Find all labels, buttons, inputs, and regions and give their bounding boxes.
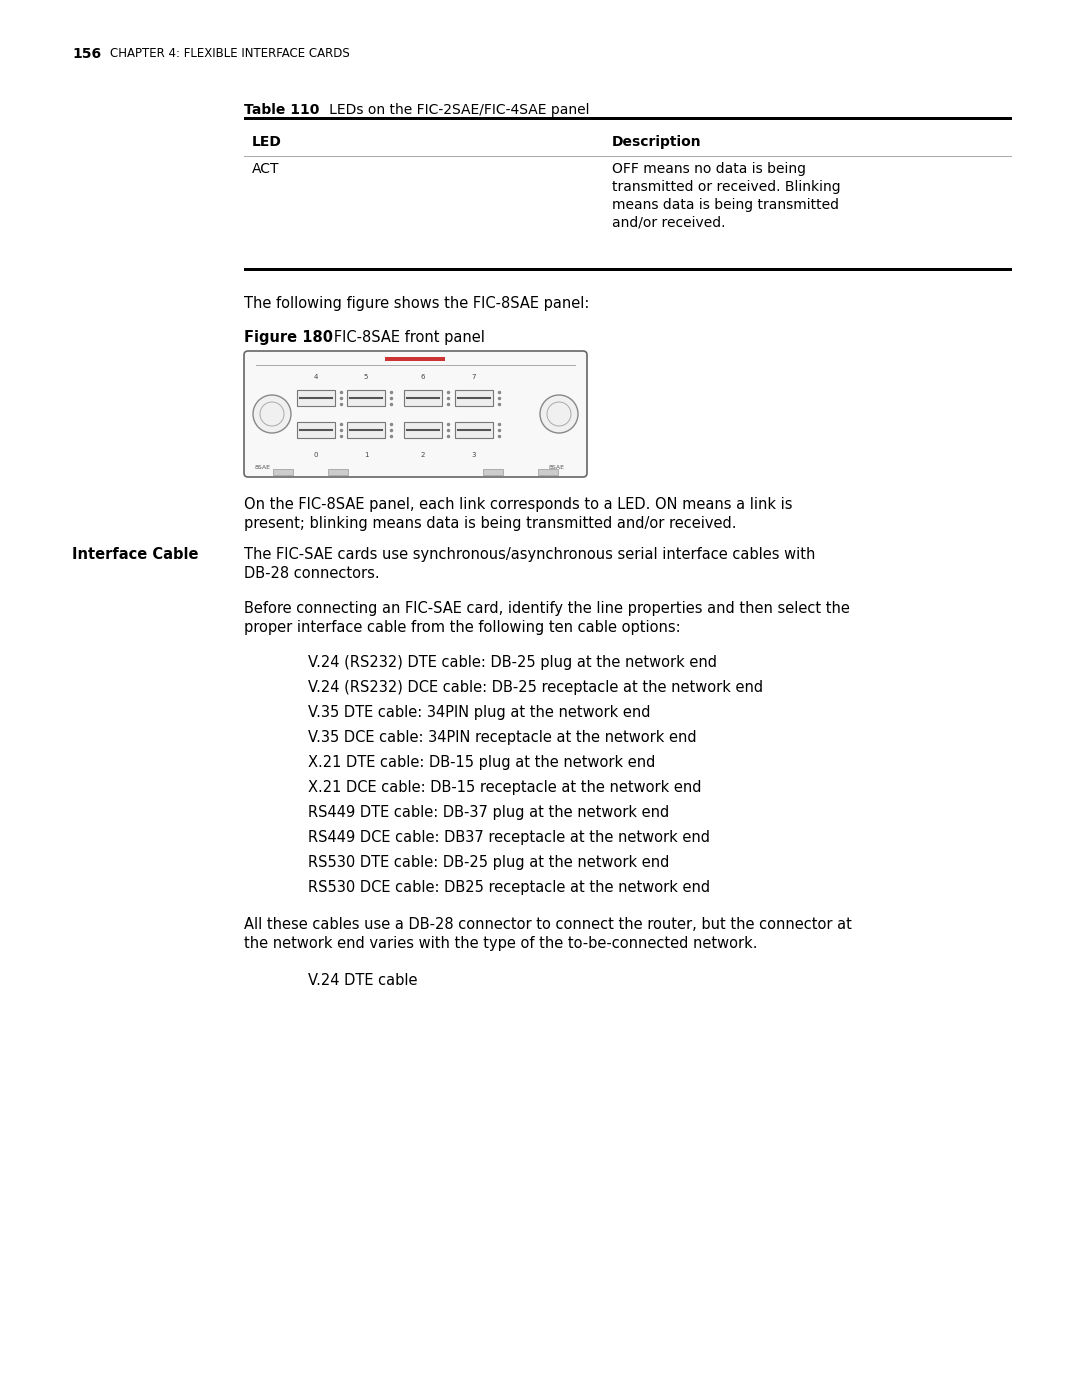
Text: the network end varies with the type of the to-be-connected network.: the network end varies with the type of …	[244, 936, 757, 951]
Text: 8SAE: 8SAE	[255, 465, 271, 469]
Bar	[244, 268, 1012, 271]
Text: V.24 DTE cable: V.24 DTE cable	[308, 972, 418, 988]
Circle shape	[540, 395, 578, 433]
Text: LEDs on the FIC-2SAE/FIC-4SAE panel: LEDs on the FIC-2SAE/FIC-4SAE panel	[316, 103, 590, 117]
Text: The following figure shows the FIC-8SAE panel:: The following figure shows the FIC-8SAE …	[244, 296, 590, 312]
Text: RS449 DCE cable: DB37 receptacle at the network end: RS449 DCE cable: DB37 receptacle at the …	[308, 830, 710, 845]
Bar	[273, 469, 293, 475]
Text: FIC-8SAE front panel: FIC-8SAE front panel	[320, 330, 485, 345]
Text: X.21 DTE cable: DB-15 plug at the network end: X.21 DTE cable: DB-15 plug at the networ…	[308, 754, 656, 770]
Text: 4: 4	[314, 374, 319, 380]
Text: All these cables use a DB-28 connector to connect the router, but the connector : All these cables use a DB-28 connector t…	[244, 916, 852, 932]
Text: 5: 5	[364, 374, 368, 380]
Text: On the FIC-8SAE panel, each link corresponds to a LED. ON means a link is: On the FIC-8SAE panel, each link corresp…	[244, 497, 793, 511]
Text: means data is being transmitted: means data is being transmitted	[612, 198, 839, 212]
Bar	[404, 390, 442, 407]
FancyBboxPatch shape	[244, 351, 588, 476]
Text: LED: LED	[252, 136, 282, 149]
Text: V.35 DCE cable: 34PIN receptacle at the network end: V.35 DCE cable: 34PIN receptacle at the …	[308, 731, 697, 745]
Text: V.24 (RS232) DTE cable: DB-25 plug at the network end: V.24 (RS232) DTE cable: DB-25 plug at th…	[308, 655, 717, 671]
Text: and/or received.: and/or received.	[612, 217, 726, 231]
Text: 1: 1	[364, 453, 368, 458]
Text: present; blinking means data is being transmitted and/or received.: present; blinking means data is being tr…	[244, 515, 737, 531]
Bar	[538, 469, 558, 475]
Text: Figure 180: Figure 180	[244, 330, 333, 345]
Bar	[384, 358, 445, 360]
Bar	[455, 390, 492, 407]
Text: ACT: ACT	[252, 162, 280, 176]
Text: 156: 156	[72, 47, 102, 61]
Text: Before connecting an FIC-SAE card, identify the line properties and then select : Before connecting an FIC-SAE card, ident…	[244, 601, 850, 616]
Text: X.21 DCE cable: DB-15 receptacle at the network end: X.21 DCE cable: DB-15 receptacle at the …	[308, 780, 702, 795]
Bar	[347, 390, 384, 407]
Text: Table 110: Table 110	[244, 103, 320, 117]
Text: 0: 0	[314, 453, 319, 458]
Circle shape	[253, 395, 291, 433]
Text: 2: 2	[421, 453, 426, 458]
Text: transmitted or received. Blinking: transmitted or received. Blinking	[612, 180, 840, 194]
Bar	[244, 117, 1012, 120]
Bar	[404, 422, 442, 439]
Text: V.35 DTE cable: 34PIN plug at the network end: V.35 DTE cable: 34PIN plug at the networ…	[308, 705, 650, 719]
Text: DB-28 connectors.: DB-28 connectors.	[244, 566, 380, 581]
Text: RS449 DTE cable: DB-37 plug at the network end: RS449 DTE cable: DB-37 plug at the netwo…	[308, 805, 670, 820]
Text: V.24 (RS232) DCE cable: DB-25 receptacle at the network end: V.24 (RS232) DCE cable: DB-25 receptacle…	[308, 680, 764, 694]
Text: CHAPTER 4: FLEXIBLE INTERFACE CARDS: CHAPTER 4: FLEXIBLE INTERFACE CARDS	[110, 47, 350, 60]
Bar	[297, 390, 335, 407]
Text: 6: 6	[421, 374, 426, 380]
Text: Description: Description	[612, 136, 702, 149]
Text: RS530 DCE cable: DB25 receptacle at the network end: RS530 DCE cable: DB25 receptacle at the …	[308, 880, 711, 895]
Text: OFF means no data is being: OFF means no data is being	[612, 162, 806, 176]
Bar	[483, 469, 503, 475]
Text: 3: 3	[472, 453, 476, 458]
Text: RS530 DTE cable: DB-25 plug at the network end: RS530 DTE cable: DB-25 plug at the netwo…	[308, 855, 670, 870]
Bar	[347, 422, 384, 439]
Bar	[328, 469, 348, 475]
Text: 8SAE: 8SAE	[549, 465, 565, 469]
Text: Interface Cable: Interface Cable	[72, 548, 199, 562]
Text: The FIC-SAE cards use synchronous/asynchronous serial interface cables with: The FIC-SAE cards use synchronous/asynch…	[244, 548, 815, 562]
Bar	[455, 422, 492, 439]
Text: proper interface cable from the following ten cable options:: proper interface cable from the followin…	[244, 620, 680, 636]
Text: 7: 7	[472, 374, 476, 380]
Bar	[297, 422, 335, 439]
